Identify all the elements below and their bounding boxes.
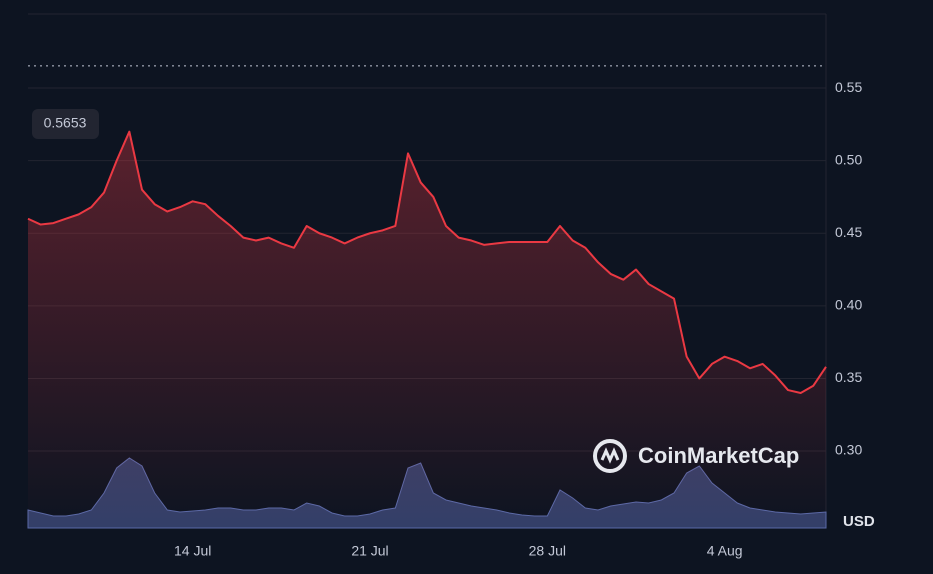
logo (593, 439, 627, 473)
logo-mark (600, 447, 620, 464)
y-tick-label: 0.35 (835, 369, 862, 385)
y-tick-label: 0.50 (835, 151, 862, 167)
price-area (28, 131, 826, 528)
watermark-text: CoinMarketCap (638, 443, 799, 468)
x-tick-label: 14 Jul (174, 543, 211, 559)
reference-label: 0.5653 (44, 115, 87, 131)
y-tick-label: 0.55 (835, 79, 862, 95)
x-tick-label: 21 Jul (351, 543, 388, 559)
x-tick-label: 4 Aug (707, 543, 743, 559)
unit-label: USD (843, 513, 875, 530)
reference-badge (32, 109, 99, 139)
x-tick-label: 28 Jul (529, 543, 566, 559)
y-tick-label: 0.45 (835, 224, 862, 240)
y-tick-label: 0.30 (835, 442, 862, 458)
watermark: CoinMarketCap (593, 439, 799, 473)
y-tick-label: 0.40 (835, 297, 862, 313)
plot (27, 65, 827, 529)
price-line (27, 130, 827, 394)
